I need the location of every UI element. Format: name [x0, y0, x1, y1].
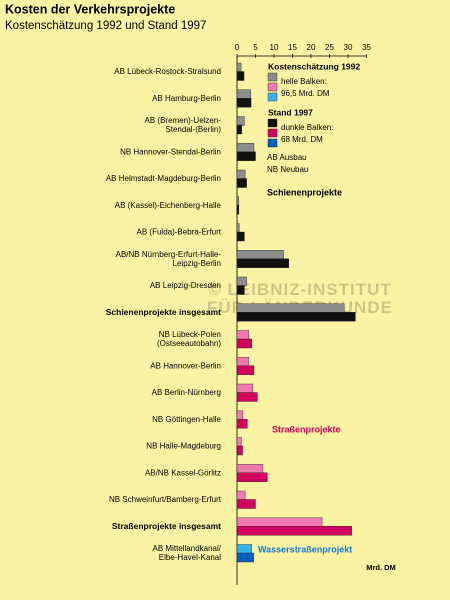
- annotation: Straßenprojekte: [272, 424, 341, 434]
- x-tick-label: 15: [288, 43, 297, 52]
- y-tick-label: Schienenprojekte insgesamt: [106, 307, 221, 317]
- y-tick-label: NB Hannover-Stendal-Berlin: [120, 147, 221, 156]
- x-tick-label: 30: [344, 43, 353, 52]
- bar: [236, 276, 247, 287]
- bar: [236, 419, 248, 429]
- abbreviation: NB Neubau: [267, 165, 308, 174]
- bar: [236, 365, 255, 375]
- bar: [236, 223, 240, 233]
- bar: [236, 143, 255, 153]
- bar: [236, 383, 254, 394]
- bar: [236, 169, 246, 180]
- y-tick-label: AB/NB Nürnberg-Erfurt-Halle-Leipzig-Berl…: [116, 250, 222, 268]
- legend-title: Stand 1997: [268, 107, 313, 117]
- bar: [236, 124, 243, 135]
- x-tick-label: 0: [235, 43, 240, 52]
- y-tick-label: AB Lübeck-Rostock-Stralsund: [114, 67, 221, 76]
- bar: [236, 445, 243, 456]
- bar: [236, 392, 258, 402]
- bar: [236, 250, 284, 260]
- annotation: Schienenprojekte: [267, 187, 342, 197]
- bar: [236, 285, 245, 295]
- y-tick-label: AB/NB Kassel-Görlitz: [145, 468, 221, 477]
- legend-swatch: [267, 72, 278, 82]
- bar: [236, 98, 252, 108]
- y-tick-label: AB (Fulda)-Bebra-Erfurt: [137, 228, 222, 237]
- legend-text: helle Balken:: [281, 77, 327, 86]
- bar: [236, 526, 352, 536]
- bar: [236, 231, 245, 242]
- x-tick-label: 10: [270, 43, 279, 52]
- legend-text: 96,5 Mrd. DM: [281, 89, 330, 98]
- y-tick-label: AB Leipzig-Dresden: [150, 281, 221, 290]
- bar: [236, 303, 345, 313]
- y-tick-label: AB Hannover-Berlin: [150, 361, 221, 370]
- legend-swatch: [267, 92, 278, 102]
- x-axis-label: Mrd. DM: [366, 563, 396, 572]
- bar: [236, 499, 256, 509]
- y-tick-label: AB Hamburg-Berlin: [152, 94, 221, 103]
- bar: [236, 330, 250, 340]
- bar: [236, 357, 250, 367]
- bar: [236, 151, 256, 161]
- x-tick-label: 20: [307, 43, 316, 52]
- legend-swatch: [267, 138, 278, 148]
- legend-text: 68 Mrd. DM: [281, 135, 323, 144]
- bar: [236, 62, 242, 73]
- bar: [236, 116, 245, 126]
- bar: [236, 544, 253, 554]
- bar: [236, 89, 251, 99]
- bar: [236, 464, 264, 474]
- x-tick-label: 35: [362, 43, 371, 52]
- annotation: Wasserstraßenprojekt: [258, 544, 352, 554]
- legend-text: dunkle Balken:: [281, 123, 333, 132]
- x-tick-label: 5: [253, 43, 258, 52]
- legend-swatch: [267, 118, 278, 128]
- y-tick-label: AB (Kassel)-Eichenberg-Halle: [115, 201, 222, 210]
- y-tick-label: AB (Bremen)-Uelzen-Stendal-(Berlin): [145, 116, 222, 134]
- legend-title: Kostenschätzung 1992: [268, 61, 360, 71]
- bar: [236, 71, 245, 81]
- abbreviation: AB Ausbau: [267, 153, 307, 162]
- y-tick-label: NB Schweinfurt/Bamberg-Erfurt: [109, 495, 222, 504]
- y-tick-label: AB Helmstadt-Magdeburg-Berlin: [106, 174, 221, 183]
- y-tick-label: Straßenprojekte insgesamt: [112, 521, 221, 531]
- bar: [236, 338, 253, 349]
- x-tick-label: 25: [325, 43, 334, 52]
- y-tick-label: NB Göttingen-Halle: [152, 415, 221, 424]
- bar: [236, 490, 246, 501]
- bar: [236, 178, 247, 188]
- y-tick-label: AB Berlin-Nürnberg: [152, 388, 221, 397]
- bar: [236, 517, 323, 527]
- y-tick-label: NB Halle-Magdeburg: [146, 442, 221, 451]
- bar: [236, 258, 289, 268]
- bar: [236, 205, 240, 215]
- legend-swatch: [267, 82, 278, 92]
- bar: [236, 410, 244, 420]
- chart-subtitle: Kostenschätzung 1992 und Stand 1997: [5, 20, 206, 32]
- bar: [236, 312, 356, 322]
- y-tick-label: NB Lübeck-Polen (Ostseeautobahn): [157, 330, 221, 348]
- legend-swatch: [267, 128, 278, 138]
- bar: [236, 552, 254, 563]
- bar: [236, 437, 242, 447]
- bar: [236, 472, 268, 482]
- chart-title: Kosten der Verkehrsprojekte: [5, 2, 175, 16]
- y-tick-label: AB Mittellandkanal/Elbe-Havel-Kanal: [153, 544, 222, 562]
- bar: [236, 196, 240, 206]
